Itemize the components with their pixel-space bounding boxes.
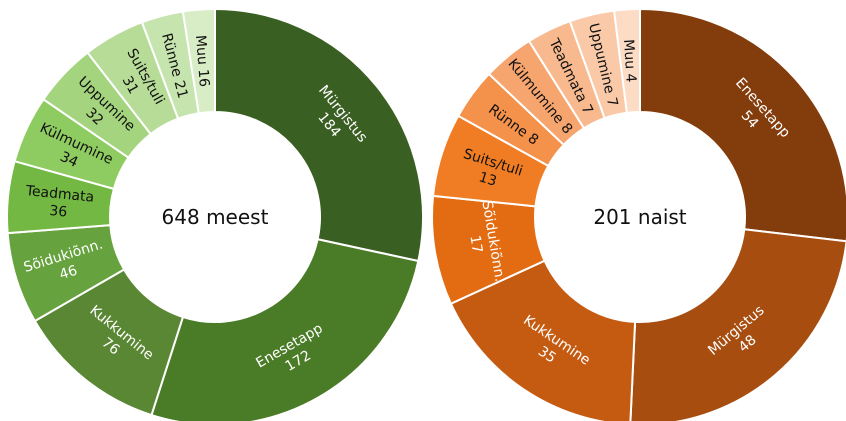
slice-label-name: Teadmata: [24, 183, 95, 206]
slice-murgistus: [629, 228, 846, 421]
slice-label-value: 17: [466, 234, 485, 254]
slice-murgistus: [214, 7, 424, 263]
slice-label-value: 36: [49, 203, 68, 221]
slice-muu: [612, 7, 641, 114]
center-label: 201 naist: [593, 205, 686, 229]
slice-label-muu: Muu 16: [192, 34, 212, 87]
slice-label-value: 34: [57, 149, 80, 171]
slice-label-muu: Muu 4: [620, 39, 639, 83]
slice-label-teadmata: Teadmata36: [22, 183, 94, 223]
slice-label-value: 13: [477, 169, 499, 190]
slice-label-value: 31: [119, 74, 142, 97]
slice-muu: [181, 7, 216, 115]
donut-chart-1: Mürgistus184Enesetapp172Kukkumine76Sõidu…: [6, 7, 424, 421]
slice-label-value: 46: [58, 263, 80, 284]
donut-chart-2: Enesetapp54Mürgistus48Kukkumine35Sõiduki…: [431, 7, 846, 421]
slice-enesetapp: [639, 7, 846, 243]
slice-enesetapp: [150, 238, 420, 421]
center-label: 648 meest: [162, 205, 269, 229]
slice-kukkumine: [449, 259, 637, 421]
